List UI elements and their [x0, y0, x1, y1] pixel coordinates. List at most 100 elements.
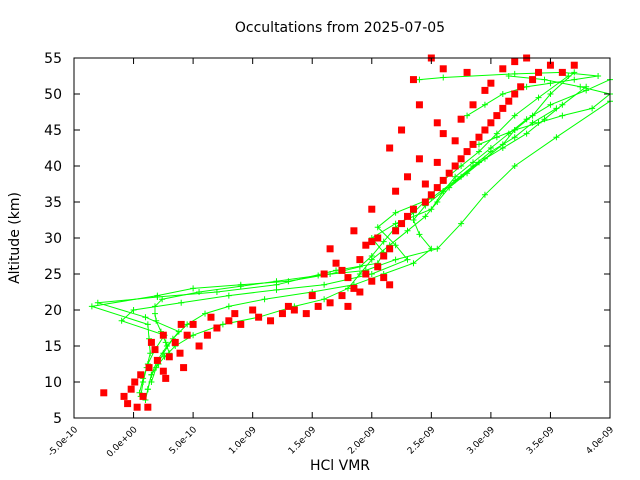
square-marker: [356, 288, 364, 296]
square-marker: [145, 364, 153, 372]
plus-marker: [559, 112, 566, 119]
plus-marker: [273, 278, 280, 285]
square-marker: [433, 119, 441, 127]
square-marker: [499, 65, 507, 73]
plus-marker: [184, 321, 191, 328]
square-marker: [535, 68, 543, 76]
plus-marker: [392, 256, 399, 263]
square-marker: [344, 302, 352, 310]
plus-marker: [523, 83, 530, 90]
square-marker: [439, 176, 447, 184]
square-marker: [463, 148, 471, 156]
plus-marker: [321, 281, 328, 288]
plus-marker: [511, 127, 518, 133]
square-marker: [231, 310, 239, 318]
square-marker: [183, 331, 191, 339]
square-marker: [433, 184, 441, 192]
plus-marker: [499, 145, 506, 151]
plus-marker: [511, 163, 518, 169]
plus-marker: [196, 289, 203, 295]
square-marker: [195, 342, 203, 350]
square-marker: [404, 173, 412, 181]
square-marker: [302, 310, 310, 318]
plus-marker: [422, 213, 429, 220]
plus-marker: [175, 328, 182, 335]
square-marker: [487, 79, 495, 87]
plus-marker: [404, 227, 411, 234]
plus-marker: [481, 101, 488, 108]
plus-marker: [410, 217, 417, 223]
square-marker: [137, 371, 145, 379]
square-marker: [314, 302, 322, 310]
x-axis-label: HCl VMR: [310, 458, 370, 474]
plot-area: [88, 54, 613, 411]
square-marker: [386, 144, 394, 152]
plus-marker: [475, 141, 482, 148]
plus-marker: [118, 317, 125, 324]
square-marker: [308, 292, 316, 300]
square-marker: [350, 227, 358, 235]
plus-marker: [160, 350, 167, 357]
plus-marker: [202, 310, 209, 317]
plus-marker: [159, 296, 166, 303]
plus-marker: [452, 177, 459, 184]
plus-marker: [190, 285, 197, 292]
square-marker: [386, 245, 394, 253]
square-marker: [421, 180, 429, 188]
square-marker: [362, 270, 370, 278]
axis-ticks: 5 10 15 20 25 30 35 40 45 50 55 -5.0e-10 0.0e+00 5.0e…: [44, 51, 616, 460]
square-marker: [433, 158, 441, 166]
y-tick-label: 35: [44, 195, 62, 211]
square-marker: [368, 238, 376, 246]
plus-marker: [571, 76, 578, 83]
y-tick-label: 10: [44, 375, 62, 391]
square-marker: [511, 58, 519, 66]
square-marker: [392, 187, 400, 195]
square-marker: [546, 61, 554, 69]
plus-marker: [499, 91, 506, 97]
square-marker: [356, 256, 364, 264]
square-marker: [180, 364, 188, 372]
profile-line-4: [150, 86, 587, 383]
square-marker: [439, 65, 447, 73]
plus-marker: [595, 73, 602, 79]
plus-marker: [392, 220, 399, 227]
square-marker: [344, 274, 352, 282]
square-marker: [392, 227, 400, 235]
square-marker: [176, 349, 184, 357]
square-marker: [153, 356, 161, 364]
square-marker: [278, 310, 286, 318]
plus-marker: [344, 285, 351, 292]
plus-marker: [162, 339, 169, 346]
plus-marker: [577, 83, 584, 90]
plus-marker: [225, 292, 232, 299]
plus-marker: [428, 206, 435, 213]
plus-marker: [589, 105, 596, 112]
plus-marker: [154, 294, 161, 301]
x-tick-label: 2.0e-09: [346, 425, 378, 457]
square-marker: [326, 245, 334, 253]
square-marker: [415, 101, 423, 109]
plus-marker: [470, 163, 477, 169]
plus-marker: [440, 74, 447, 81]
square-marker: [332, 259, 340, 267]
square-marker: [481, 86, 489, 94]
plus-marker: [356, 271, 363, 277]
square-marker: [213, 324, 221, 332]
square-marker: [120, 392, 128, 400]
plus-marker: [374, 224, 381, 231]
y-tick-label: 5: [53, 411, 62, 427]
square-marker: [133, 403, 141, 411]
profile-line-1: [144, 72, 575, 401]
square-marker: [439, 130, 447, 138]
plus-marker: [178, 299, 185, 306]
plus-marker: [493, 134, 500, 141]
square-marker: [374, 234, 382, 242]
square-marker: [338, 292, 346, 300]
plus-marker: [565, 73, 572, 79]
plus-marker: [487, 148, 494, 155]
plus-marker: [333, 267, 340, 274]
plus-marker: [153, 364, 160, 371]
square-marker: [203, 331, 211, 339]
square-marker: [469, 140, 477, 148]
